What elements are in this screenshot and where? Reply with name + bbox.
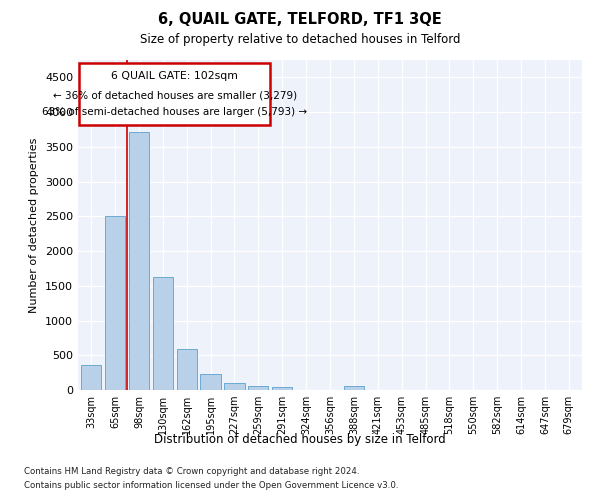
Y-axis label: Number of detached properties: Number of detached properties xyxy=(29,138,40,312)
Text: Distribution of detached houses by size in Telford: Distribution of detached houses by size … xyxy=(154,432,446,446)
Text: ← 36% of detached houses are smaller (3,279): ← 36% of detached houses are smaller (3,… xyxy=(53,91,297,101)
Bar xyxy=(272,387,292,390)
Bar xyxy=(224,382,245,390)
Bar xyxy=(105,216,125,390)
Bar xyxy=(176,349,197,390)
Bar xyxy=(248,386,268,390)
Bar xyxy=(344,386,364,390)
Bar xyxy=(152,277,173,390)
Text: Contains HM Land Registry data © Crown copyright and database right 2024.: Contains HM Land Registry data © Crown c… xyxy=(24,468,359,476)
Text: 6, QUAIL GATE, TELFORD, TF1 3QE: 6, QUAIL GATE, TELFORD, TF1 3QE xyxy=(158,12,442,28)
Text: 6 QUAIL GATE: 102sqm: 6 QUAIL GATE: 102sqm xyxy=(112,71,238,81)
Bar xyxy=(129,132,149,390)
Text: Size of property relative to detached houses in Telford: Size of property relative to detached ho… xyxy=(140,32,460,46)
Bar xyxy=(200,374,221,390)
Text: Contains public sector information licensed under the Open Government Licence v3: Contains public sector information licen… xyxy=(24,481,398,490)
Bar xyxy=(79,64,270,124)
Bar xyxy=(81,365,101,390)
Text: 63% of semi-detached houses are larger (5,793) →: 63% of semi-detached houses are larger (… xyxy=(42,108,307,118)
